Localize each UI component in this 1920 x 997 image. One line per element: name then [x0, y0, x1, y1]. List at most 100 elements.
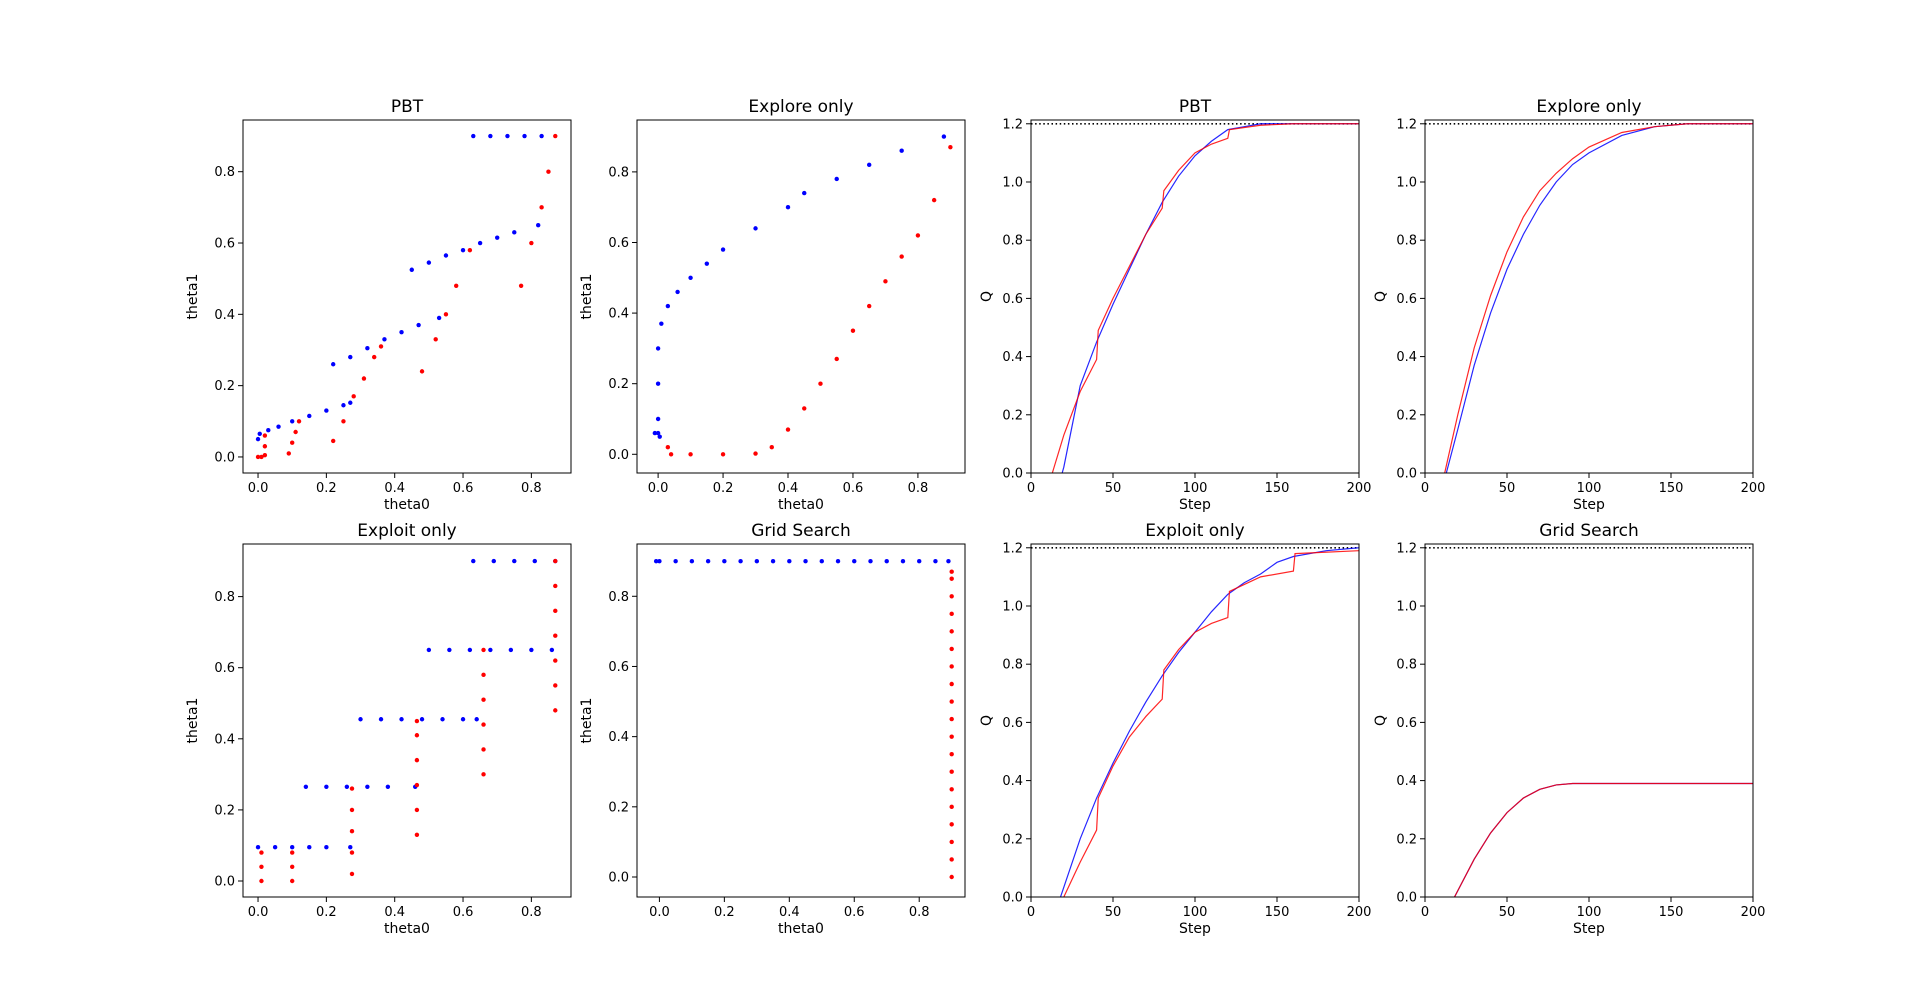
y-tick-label: 0.4 [1002, 774, 1023, 789]
line [1063, 550, 1359, 897]
point [949, 716, 954, 722]
x-tick-label: 0.8 [909, 905, 930, 920]
point [443, 312, 449, 317]
point [546, 169, 551, 174]
point [307, 845, 312, 850]
point [754, 558, 760, 564]
x-tick-label: 200 [1347, 905, 1372, 920]
point [385, 784, 391, 789]
x-tick-label: 0.2 [714, 905, 735, 920]
y-axis-label: theta1 [579, 274, 595, 320]
point [539, 133, 544, 139]
point [900, 558, 906, 564]
y-tick-label: 0.6 [1396, 292, 1417, 307]
point [341, 419, 346, 424]
point [787, 558, 792, 564]
point [655, 346, 661, 351]
x-tick-label: 0.4 [384, 481, 405, 496]
x-axis-label: theta0 [384, 497, 430, 513]
point [532, 558, 537, 564]
axes-frame [636, 543, 966, 898]
point [491, 558, 496, 564]
point [262, 444, 268, 449]
point [834, 356, 839, 362]
y-tick-label: 0.8 [1396, 234, 1417, 249]
y-tick-label: 0.2 [214, 379, 235, 394]
point [949, 699, 954, 704]
x-tick-label: 0.4 [779, 905, 800, 920]
point [324, 408, 329, 413]
point [414, 807, 420, 813]
y-tick-label: 0.4 [1002, 350, 1023, 365]
point [949, 664, 954, 669]
point [720, 452, 726, 457]
point [344, 784, 350, 789]
point [471, 558, 476, 564]
point [399, 717, 404, 722]
point [722, 558, 727, 564]
point [518, 283, 524, 289]
point [349, 786, 355, 791]
point [255, 845, 261, 850]
point [365, 346, 370, 351]
point [915, 233, 921, 238]
point [553, 658, 558, 663]
point [331, 438, 336, 444]
point [255, 436, 261, 442]
y-tick-label: 0.0 [1002, 467, 1023, 482]
point [276, 424, 281, 429]
point [803, 558, 808, 564]
point [409, 267, 414, 272]
line [1059, 547, 1359, 897]
y-tick-label: 0.4 [214, 308, 235, 323]
point [495, 235, 500, 240]
x-tick-label: 0.4 [384, 905, 405, 920]
line [1453, 782, 1753, 897]
line [1444, 123, 1753, 473]
point [426, 260, 432, 265]
y-tick-label: 0.8 [1002, 658, 1023, 673]
point [382, 337, 387, 342]
point [949, 839, 954, 845]
point [655, 416, 661, 422]
point [286, 451, 291, 456]
x-tick-label: 0.6 [453, 481, 474, 496]
point [652, 430, 658, 436]
point [818, 381, 823, 386]
point [467, 247, 473, 253]
x-tick-label: 0 [1421, 481, 1429, 496]
y-tick-label: 0.2 [214, 803, 235, 818]
y-axis-label: Q [1373, 291, 1389, 302]
y-tick-label: 0.0 [1002, 891, 1023, 906]
y-tick-label: 0.6 [214, 237, 235, 252]
y-tick-label: 0.8 [1002, 234, 1023, 249]
point [668, 452, 674, 457]
chart-title: Grid Search [1539, 521, 1639, 541]
point [474, 717, 479, 722]
x-axis-label: Step [1573, 497, 1605, 513]
point [303, 784, 309, 789]
x-tick-label: 50 [1499, 481, 1516, 496]
point [419, 369, 425, 374]
y-tick-label: 0.6 [608, 236, 629, 251]
point [460, 247, 466, 253]
point [659, 321, 664, 326]
x-tick-label: 0.2 [316, 481, 337, 496]
x-axis-label: theta0 [778, 921, 824, 937]
x-tick-label: 150 [1265, 905, 1290, 920]
point [949, 646, 954, 652]
point [378, 344, 384, 349]
y-axis-label: theta1 [185, 698, 201, 744]
point [341, 403, 346, 408]
point [414, 832, 420, 837]
y-tick-label: 0.0 [1396, 467, 1417, 482]
chart-title: PBT [391, 97, 424, 117]
point [868, 558, 873, 564]
point [262, 452, 268, 458]
point [414, 782, 420, 788]
point [689, 558, 695, 564]
point [657, 434, 662, 439]
y-axis-label: Q [979, 291, 995, 302]
point [539, 205, 544, 210]
point [443, 253, 449, 258]
